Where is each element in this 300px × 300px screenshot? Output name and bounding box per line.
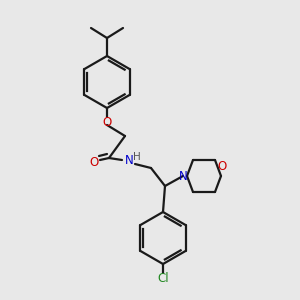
Text: O: O <box>89 157 99 169</box>
Text: N: N <box>178 169 188 182</box>
Text: O: O <box>102 116 112 128</box>
Text: O: O <box>218 160 226 173</box>
Text: N: N <box>124 154 134 166</box>
Text: Cl: Cl <box>157 272 169 286</box>
Text: H: H <box>133 152 141 162</box>
